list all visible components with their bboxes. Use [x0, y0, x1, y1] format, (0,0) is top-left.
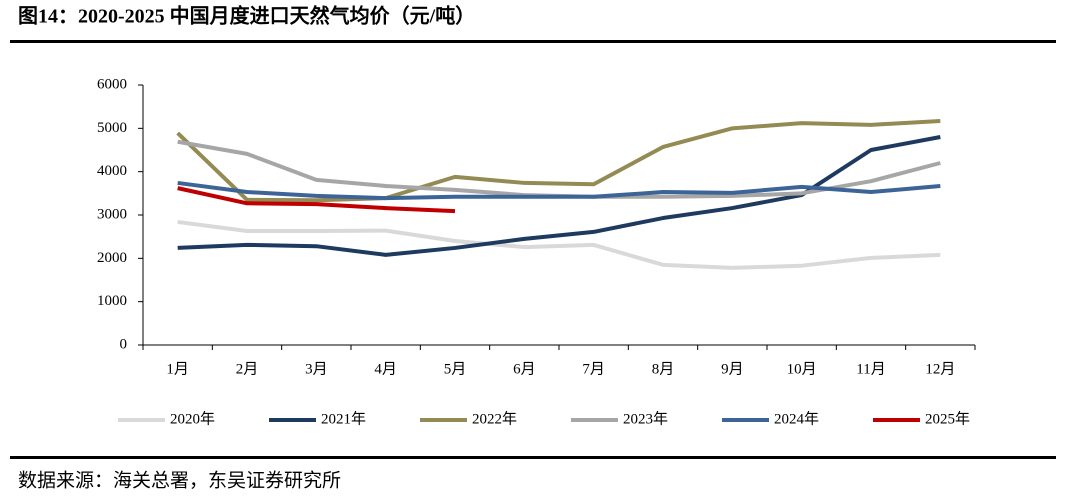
x-tick-label: 11月 — [856, 361, 885, 377]
x-tick-label: 6月 — [513, 361, 536, 377]
legend-label: 2022年 — [472, 410, 517, 427]
y-tick-label: 5000 — [97, 120, 127, 136]
legend-label: 2020年 — [170, 410, 215, 427]
y-tick-label: 4000 — [97, 163, 127, 179]
legend-label: 2023年 — [623, 410, 668, 427]
x-tick-label: 7月 — [582, 361, 605, 377]
x-tick-label: 8月 — [652, 361, 675, 377]
x-tick-label: 2月 — [236, 361, 259, 377]
legend-label: 2021年 — [321, 410, 366, 427]
y-tick-label: 3000 — [97, 206, 127, 222]
x-tick-label: 5月 — [444, 361, 467, 377]
series-line — [177, 180, 941, 201]
x-tick-label: 10月 — [787, 361, 817, 377]
x-tick-label: 12月 — [925, 361, 955, 377]
header-rule — [10, 40, 1056, 43]
x-tick-label: 3月 — [305, 361, 328, 377]
y-tick-label: 6000 — [97, 76, 127, 92]
legend-label: 2024年 — [774, 410, 819, 427]
footer-rule — [10, 456, 1056, 459]
x-tick-label: 9月 — [721, 361, 744, 377]
x-tick-label: 1月 — [166, 361, 189, 377]
legend-label: 2025年 — [925, 410, 970, 427]
source-note: 数据来源：海关总署，东吴证券研究所 — [18, 469, 341, 491]
x-tick-label: 4月 — [374, 361, 397, 377]
series-line — [176, 118, 941, 203]
y-tick-label: 2000 — [97, 250, 127, 266]
y-tick-label: 1000 — [97, 293, 127, 309]
series-line — [177, 219, 941, 270]
y-tick-label: 0 — [120, 336, 128, 352]
series-line — [177, 186, 456, 214]
chart-title: 图14：2020-2025 中国月度进口天然气均价（元/吨） — [18, 4, 475, 28]
